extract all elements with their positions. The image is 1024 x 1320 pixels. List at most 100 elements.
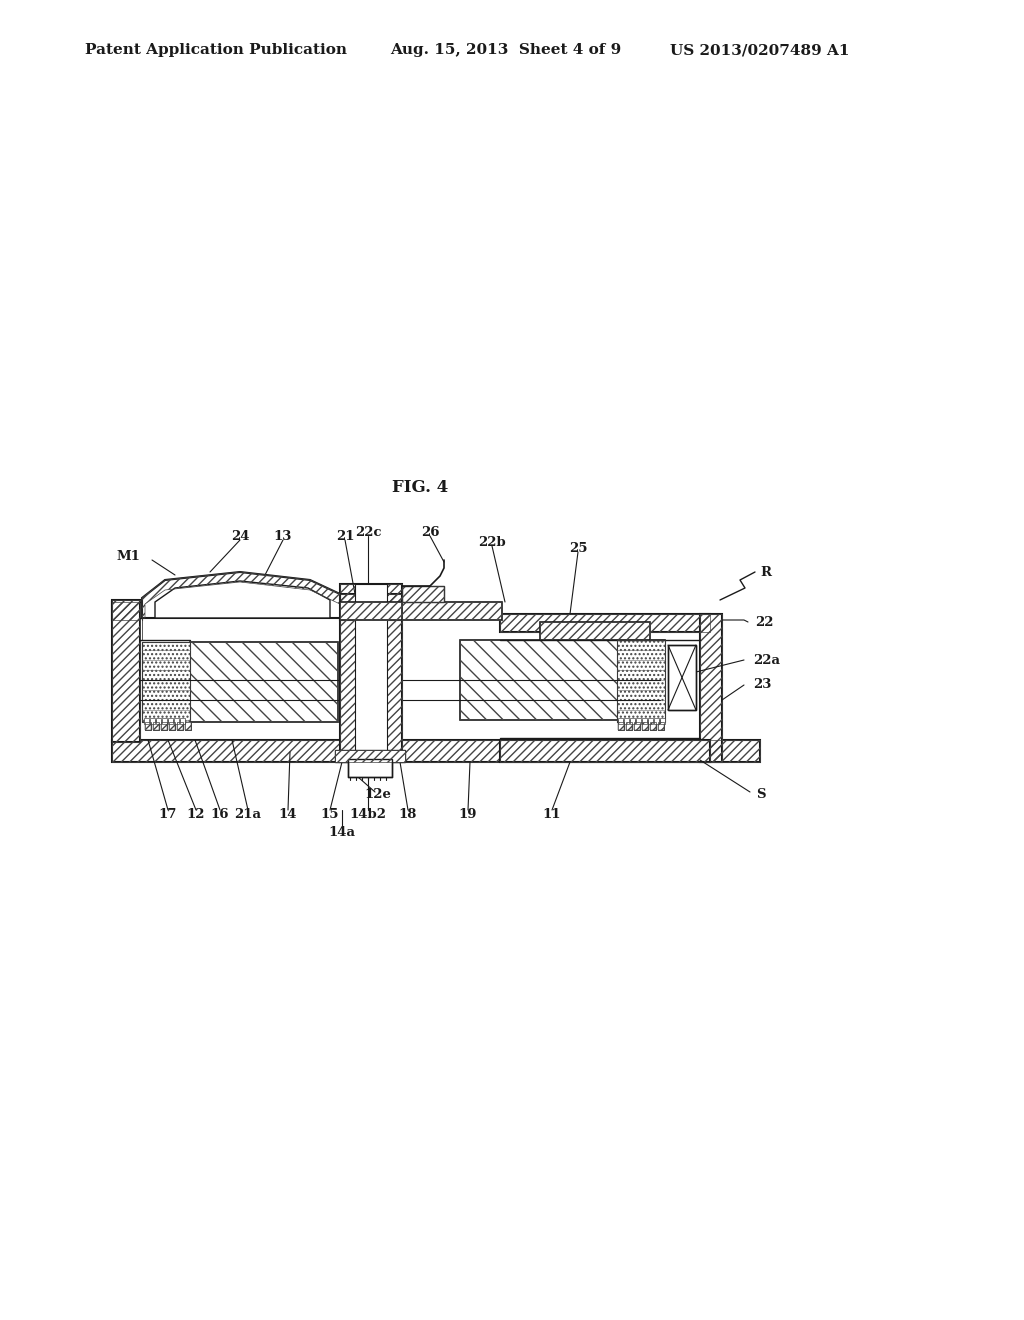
Bar — [402, 586, 444, 602]
Bar — [402, 602, 502, 620]
Bar — [174, 718, 179, 723]
Bar — [145, 722, 151, 730]
Bar — [500, 741, 710, 762]
Bar — [668, 645, 696, 710]
Bar — [634, 722, 640, 730]
Bar — [185, 722, 191, 730]
Text: 13: 13 — [273, 529, 292, 543]
Bar — [624, 718, 629, 723]
Text: 24: 24 — [230, 529, 249, 543]
Text: Aug. 15, 2013  Sheet 4 of 9: Aug. 15, 2013 Sheet 4 of 9 — [390, 44, 622, 57]
Text: 18: 18 — [398, 808, 417, 821]
Text: 22c: 22c — [354, 525, 381, 539]
Text: 22: 22 — [755, 615, 773, 628]
Bar — [618, 722, 624, 730]
Bar — [142, 642, 190, 722]
Bar — [340, 583, 402, 762]
Bar — [654, 718, 659, 723]
Bar — [142, 642, 190, 722]
Bar — [668, 645, 696, 710]
Bar — [156, 718, 161, 723]
Bar — [626, 722, 632, 730]
Polygon shape — [155, 581, 330, 618]
Bar — [660, 718, 665, 723]
Bar — [658, 722, 664, 730]
Text: 16: 16 — [211, 808, 229, 821]
Text: 12: 12 — [186, 808, 205, 821]
Bar — [153, 722, 159, 730]
Bar — [650, 722, 656, 730]
Text: 21: 21 — [336, 529, 354, 543]
Bar — [642, 718, 647, 723]
Bar — [340, 602, 402, 620]
Bar — [460, 640, 665, 719]
Text: 26: 26 — [421, 525, 439, 539]
Text: 14: 14 — [279, 808, 297, 821]
Bar — [460, 640, 665, 719]
Bar — [402, 602, 502, 620]
Bar — [650, 722, 656, 730]
Text: 23: 23 — [753, 678, 771, 692]
Text: 21a: 21a — [234, 808, 261, 821]
Bar — [626, 722, 632, 730]
Bar — [642, 722, 648, 730]
Bar — [340, 583, 402, 762]
Bar — [642, 722, 648, 730]
Text: US 2013/0207489 A1: US 2013/0207489 A1 — [670, 44, 850, 57]
Bar — [161, 722, 167, 730]
Bar — [340, 594, 402, 620]
Bar — [112, 601, 140, 742]
Bar — [618, 718, 623, 723]
Text: 19: 19 — [459, 808, 477, 821]
Bar — [177, 722, 183, 730]
Bar — [112, 602, 142, 620]
Bar — [617, 640, 665, 722]
Bar — [618, 722, 624, 730]
Bar — [642, 722, 648, 730]
Bar — [177, 722, 183, 730]
Text: 14b2: 14b2 — [349, 808, 386, 821]
Text: 14a: 14a — [329, 825, 355, 838]
Bar — [658, 722, 664, 730]
Bar — [540, 622, 650, 640]
Bar — [150, 718, 155, 723]
Bar — [335, 750, 406, 762]
Text: FIG. 4: FIG. 4 — [392, 479, 449, 496]
Bar — [112, 601, 140, 742]
Bar — [540, 622, 650, 640]
Bar — [658, 722, 664, 730]
Bar — [185, 722, 191, 730]
Bar — [500, 614, 710, 632]
Bar — [190, 642, 338, 722]
Bar — [190, 642, 338, 722]
Bar — [169, 722, 175, 730]
Bar — [112, 602, 142, 620]
Bar — [340, 602, 402, 620]
Bar — [636, 718, 641, 723]
Bar — [617, 640, 665, 722]
Bar — [162, 718, 167, 723]
Text: 15: 15 — [321, 808, 339, 821]
Bar — [169, 722, 175, 730]
Polygon shape — [142, 572, 340, 618]
Bar — [335, 750, 406, 762]
Text: 17: 17 — [159, 808, 177, 821]
Text: 11: 11 — [543, 808, 561, 821]
Bar — [634, 722, 640, 730]
Bar — [112, 741, 760, 762]
Bar — [700, 614, 722, 762]
Bar — [355, 583, 387, 764]
Bar — [335, 750, 406, 762]
Text: 12e: 12e — [365, 788, 391, 801]
Bar — [144, 718, 150, 723]
Bar — [402, 586, 444, 602]
Bar — [634, 722, 640, 730]
Bar — [500, 741, 710, 762]
Bar — [650, 722, 656, 730]
Bar — [168, 718, 173, 723]
Text: S: S — [756, 788, 766, 801]
Text: 22a: 22a — [753, 653, 780, 667]
Text: Patent Application Publication: Patent Application Publication — [85, 44, 347, 57]
Bar — [153, 722, 159, 730]
Bar — [169, 722, 175, 730]
